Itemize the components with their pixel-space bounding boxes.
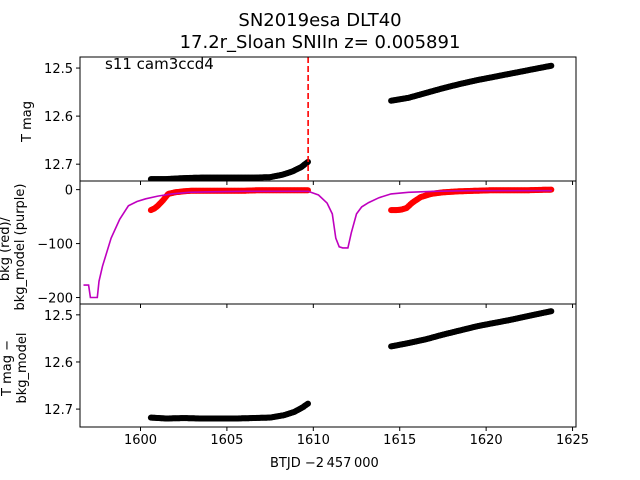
- x-tick-label: 1610: [297, 433, 330, 448]
- y-tick-label: −200: [37, 292, 73, 307]
- x-tick-label: 1620: [470, 433, 503, 448]
- y-tick-label: 12.7: [44, 158, 73, 173]
- bkg-data-point: [548, 186, 555, 193]
- top-panel: 12.5 12.6 12.7: [44, 56, 577, 185]
- chart-title-line-2: 17.2r_Sloan SNIIn z= 0.005891: [179, 32, 461, 53]
- y-tick-label: 12.5: [44, 62, 73, 77]
- x-tick-label: 1615: [383, 433, 416, 448]
- chart-title-line-1: SN2019esa DLT40: [238, 10, 402, 31]
- bottom-panel-ylabel: T mag − bkg_model: [0, 332, 30, 404]
- plot-area: [147, 57, 555, 181]
- plot-area: [83, 186, 555, 299]
- sector-ccd-annotation: s11 cam3ccd4: [105, 55, 214, 73]
- top-panel-ylabel: T mag: [20, 101, 35, 142]
- y-tick-label: 0: [65, 184, 73, 199]
- y-tick-label: 12.5: [44, 309, 73, 324]
- bottom-panel: 1600 1605 1610 1615 1620 1625 12.5 12.6 12.7: [44, 303, 589, 448]
- x-axis-label: BTJD −2 457 000: [270, 456, 379, 471]
- panel-frame: [79, 303, 577, 428]
- middle-panel-ylabel: bkg (red)/ bkg_model (purple): [0, 183, 28, 311]
- middle-panel: 0 −100 −200: [37, 180, 577, 308]
- x-tick-label: 1600: [124, 433, 157, 448]
- y-tick-label: −100: [37, 238, 73, 253]
- tmag-data-point: [548, 308, 555, 315]
- x-tick-label: 1625: [556, 433, 589, 448]
- y-tick-label: 12.6: [44, 110, 73, 125]
- x-tick-label: 1605: [210, 433, 243, 448]
- panel-frame: [79, 180, 577, 305]
- plot-area: [147, 308, 555, 422]
- y-tick-label: 12.6: [44, 356, 73, 371]
- bkg-model-line: [83, 189, 552, 299]
- y-tick-label: 12.7: [44, 403, 73, 418]
- tmag-data-point: [305, 400, 311, 407]
- tmag-data-point: [548, 62, 555, 69]
